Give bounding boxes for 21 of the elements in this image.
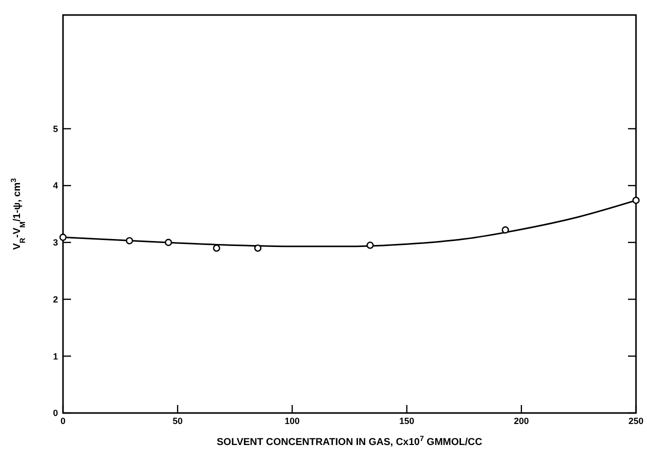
point	[254, 244, 262, 252]
x-tick-label: 200	[514, 416, 529, 426]
point	[164, 238, 172, 246]
x-tick-label: 0	[60, 416, 66, 426]
point	[632, 196, 640, 204]
point	[126, 237, 134, 244]
y-tick-label: 5	[52, 124, 58, 134]
x-tick-label: 50	[172, 416, 183, 426]
y-tick-label: 0	[52, 408, 58, 418]
y-tick-label: 4	[52, 180, 58, 191]
point	[366, 242, 374, 249]
y-tick-label: 2	[52, 294, 58, 304]
x-tick-label: 250	[628, 416, 644, 426]
x-axis-title: SOLVENT CONCENTRATION IN GAS, Cx10$^{7}$ GMMOL/CC	[216, 434, 482, 448]
x-tick-label: 100	[284, 416, 300, 426]
y-tick-label: 1	[52, 351, 58, 362]
y-tick-label: 3	[52, 238, 58, 248]
point	[502, 226, 510, 234]
x-tick-label: 150	[399, 416, 414, 426]
point	[212, 244, 220, 252]
point	[59, 234, 67, 241]
